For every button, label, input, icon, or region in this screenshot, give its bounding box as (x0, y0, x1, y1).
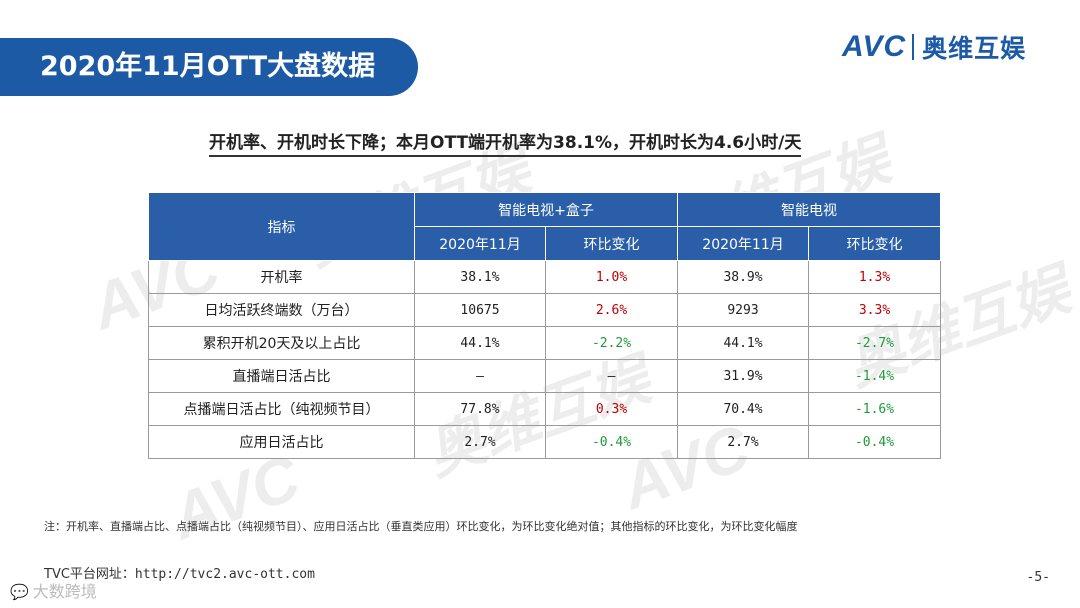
table-header-row: 指标 智能电视+盒子 智能电视 (148, 192, 942, 261)
cell-value: 31.9% (677, 359, 810, 393)
row-label: 日均活跃终端数（万台） (148, 293, 415, 327)
chat-bubble-icon: 💬 (10, 583, 29, 601)
cell-change: -0.4% (544, 425, 679, 459)
cell-value: 2.7% (677, 425, 810, 459)
cell-value: 44.1% (414, 326, 546, 360)
logo-separator (912, 34, 915, 60)
page-number: -5- (1026, 570, 1050, 585)
cell-change: -2.2% (544, 326, 679, 360)
cell-change: 2.6% (544, 293, 679, 327)
ott-data-table: 指标 智能电视+盒子 智能电视 2020年11月 环比变化 2020年11月 环… (148, 192, 942, 459)
footnote: 注：开机率、直播端占比、点播端占比（纯视频节目）、应用日活占比（垂直类应用）环比… (44, 520, 798, 533)
table-row: 直播端日活占比 — — 31.9% -1.4% (148, 359, 942, 393)
header-indicator: 指标 (148, 192, 415, 261)
header-group-smart-tv: 智能电视 (677, 192, 942, 227)
table-subheader-row: 2020年11月 环比变化 2020年11月 环比变化 (149, 226, 942, 261)
header-group-tv-box: 智能电视+盒子 (413, 192, 679, 227)
cell-change: — (544, 359, 679, 393)
cell-change: -2.7% (808, 326, 942, 360)
table-row: 日均活跃终端数（万台） 10675 2.6% 9293 3.3% (148, 293, 942, 327)
table-row: 点播端日活占比（纯视频节目） 77.8% 0.3% 70.4% -1.6% (148, 392, 942, 426)
logo-chinese-name: 奥维互娱 (922, 34, 1027, 63)
cell-change: 1.3% (808, 260, 942, 294)
slide-subtitle: 开机率、开机时长下降；本月OTT端开机率为38.1%，开机时长为4.6小时/天 (209, 128, 802, 157)
row-label: 开机率 (148, 260, 415, 294)
credit-text: 大数跨境 (32, 582, 97, 601)
cell-change: 0.3% (544, 392, 679, 426)
cell-value: 44.1% (677, 326, 810, 360)
table-row: 应用日活占比 2.7% -0.4% 2.7% -0.4% (148, 425, 942, 459)
row-label: 直播端日活占比 (148, 359, 415, 393)
cell-change: -1.4% (808, 359, 942, 393)
header-month: 2020年11月 (677, 226, 810, 261)
header-month: 2020年11月 (414, 226, 546, 261)
row-label: 应用日活占比 (148, 425, 415, 459)
row-label: 累积开机20天及以上占比 (148, 326, 415, 360)
cell-value: 70.4% (677, 392, 810, 426)
avc-logo: AVC 奥维互娱 (842, 30, 1026, 64)
source-credit: 💬 大数跨境 (10, 578, 97, 602)
cell-value: 38.9% (677, 260, 810, 294)
cell-change: 3.3% (808, 293, 942, 327)
cell-value: 9293 (677, 293, 810, 327)
title-bar: 2020年11月OTT大盘数据 (0, 38, 418, 96)
logo-brand: AVC (842, 30, 907, 63)
cell-change: 1.0% (544, 260, 679, 294)
cell-value: 10675 (414, 293, 546, 327)
table-row: 累积开机20天及以上占比 44.1% -2.2% 44.1% -2.7% (148, 326, 942, 360)
cell-change: -1.6% (808, 392, 942, 426)
header-change: 环比变化 (808, 226, 942, 261)
header-change: 环比变化 (544, 226, 679, 261)
url-link[interactable]: http://tvc2.avc-ott.com (134, 567, 315, 582)
url-label: TVC平台网址： (44, 567, 135, 582)
cell-value: 2.7% (414, 425, 546, 459)
page-title: 2020年11月OTT大盘数据 (40, 51, 376, 82)
cell-value: 77.8% (414, 392, 546, 426)
cell-value: 38.1% (414, 260, 546, 294)
cell-value: — (414, 359, 546, 393)
row-label: 点播端日活占比（纯视频节目） (148, 392, 415, 426)
platform-url: TVC平台网址：http://tvc2.avc-ott.com (44, 563, 315, 582)
table-row: 开机率 38.1% 1.0% 38.9% 1.3% (148, 260, 942, 294)
cell-change: -0.4% (808, 425, 942, 459)
